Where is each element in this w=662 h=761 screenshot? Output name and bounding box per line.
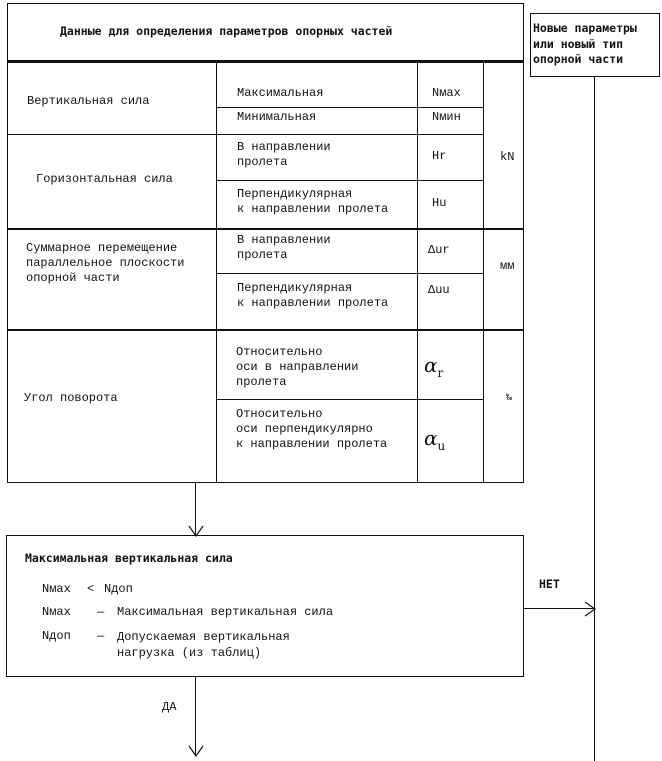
row-item-symbol: Nмax	[432, 86, 461, 100]
feedback-line	[594, 77, 596, 761]
legend-dash: —	[97, 605, 105, 619]
legend-symbol: Nмax	[42, 605, 71, 619]
divider	[7, 134, 483, 136]
connector-line	[195, 483, 197, 535]
row-group-label: Угол поворота	[24, 391, 118, 405]
table-title: Данные для определения параметров опорны…	[60, 24, 393, 38]
arrow-down-icon	[188, 525, 204, 537]
row-item-symbol: Nмин	[432, 110, 461, 124]
symbol-text: α	[424, 353, 438, 377]
row-item-label: Минимальная	[237, 110, 317, 124]
symbol-subscript: r	[437, 366, 444, 380]
divider	[7, 60, 524, 63]
branch-no-label: НЕТ	[539, 577, 560, 591]
condition-right: Nдоп	[104, 582, 133, 596]
alpha-r-symbol: αr	[424, 355, 444, 381]
row-item-symbol: Δuu	[428, 283, 450, 297]
row-item-label: Перпендикулярная к направлении пролета	[237, 187, 389, 216]
arrow-down-icon	[188, 745, 204, 757]
parameters-table	[7, 3, 524, 483]
divider	[7, 329, 524, 331]
new-parameters-box	[530, 13, 660, 77]
check-box	[6, 535, 524, 677]
alpha-u-symbol: αu	[424, 428, 446, 454]
legend-text: Допускаемая вертикальная нагрузка (из та…	[117, 630, 290, 660]
arrow-right-icon	[584, 601, 596, 617]
row-item-symbol: Hu	[432, 196, 447, 210]
symbol-text: α	[424, 426, 438, 450]
divider	[216, 107, 483, 109]
divider	[483, 61, 485, 482]
row-item-label: В направлении пролета	[237, 140, 331, 169]
connector-line	[195, 677, 197, 755]
legend-dash: —	[97, 629, 105, 643]
row-item-label: Максимальная	[237, 86, 324, 100]
row-group-label: Горизонтальная сила	[36, 172, 173, 186]
divider	[417, 61, 419, 482]
row-item-label: В направлении пролета	[237, 233, 331, 262]
divider	[216, 399, 483, 401]
condition-operator: <	[87, 582, 95, 596]
legend-text: Максимальная вертикальная сила	[117, 605, 334, 619]
row-item-symbol: Hr	[432, 149, 447, 163]
symbol-subscript: u	[437, 439, 446, 453]
row-item-label: Перпендикулярная к направлении пролета	[237, 281, 389, 310]
row-group-label: Вертикальная сила	[27, 94, 150, 108]
row-group-label: Суммарное перемещение параллельное плоск…	[26, 241, 185, 285]
row-item-symbol: Δur	[428, 243, 450, 257]
divider	[216, 273, 483, 275]
unit-kn: kN	[500, 150, 515, 164]
divider	[7, 228, 524, 230]
row-item-label: Относительно оси в направлении пролета	[236, 345, 359, 389]
divider	[216, 180, 483, 182]
new-parameters-text: Новые параметры или новый тип опорной ча…	[533, 21, 637, 66]
divider	[216, 61, 218, 482]
connector-line	[524, 608, 594, 610]
condition-left: Nмax	[42, 582, 71, 596]
check-title: Максимальная вертикальная сила	[25, 551, 233, 565]
legend-symbol: Nдоп	[42, 629, 71, 643]
row-item-label: Относительно оси перпендикулярно к напра…	[236, 407, 388, 451]
unit-mm: мм	[500, 259, 515, 273]
branch-yes-label: ДА	[162, 700, 177, 714]
unit-permille: ‰	[506, 393, 513, 404]
